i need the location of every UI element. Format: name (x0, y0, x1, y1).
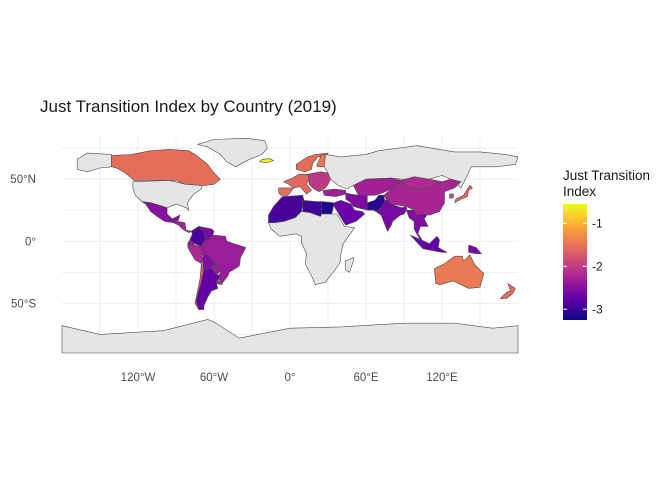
chart-title: Just Transition Index by Country (2019) (40, 97, 337, 116)
region-papua-new-guinea (468, 244, 482, 254)
color-legend: Just Transition Index -1 -2 -3 (563, 168, 650, 320)
region-paraguay (211, 264, 221, 276)
region-canada (111, 149, 221, 186)
region-russia (323, 145, 519, 190)
x-axis-ticks: 120°W 60°W 0° 60°E 120°E (121, 372, 458, 384)
legend-colorbar (563, 204, 587, 320)
x-tick-label: 60°E (353, 372, 378, 384)
region-peru (186, 244, 203, 265)
x-tick-label: 120°W (121, 372, 156, 384)
legend-ticks: -1 -2 -3 (563, 216, 603, 316)
region-antarctica (61, 319, 519, 354)
legend-tick-label: -2 (592, 259, 603, 273)
y-tick-label: 50°S (11, 298, 36, 310)
legend-tick-label: -3 (592, 302, 603, 316)
region-egypt (321, 201, 335, 215)
region-madagascar (345, 256, 354, 273)
region-central-asia (352, 177, 403, 196)
map-regions (61, 137, 519, 354)
x-tick-label: 120°E (426, 372, 458, 384)
y-axis-ticks: 50°N 0° 50°S (10, 174, 36, 310)
region-indonesia (410, 234, 448, 253)
region-arabian-peninsula (334, 199, 366, 226)
region-korea (449, 193, 454, 199)
region-eastern-europe (307, 171, 331, 192)
region-spain (278, 187, 295, 196)
region-japan (454, 184, 473, 204)
region-china (383, 178, 462, 216)
x-tick-label: 60°W (200, 372, 228, 384)
region-turkey (322, 188, 346, 197)
legend-title-line-2: Index (563, 184, 596, 199)
y-tick-label: 0° (25, 236, 36, 248)
region-sub-saharan-africa (268, 211, 356, 286)
region-united-states (132, 180, 202, 212)
y-tick-label: 50°N (10, 174, 36, 186)
region-greenland (196, 137, 268, 168)
region-brazil (201, 234, 247, 283)
region-argentina (195, 268, 221, 310)
legend-title-line-1: Just Transition (563, 168, 650, 183)
region-alaska (76, 152, 112, 173)
region-new-zealand (499, 282, 516, 299)
legend-tick-label: -1 (592, 216, 603, 230)
region-iceland (258, 158, 275, 163)
region-mexico (141, 201, 181, 224)
region-uruguay (216, 279, 224, 286)
region-australia (434, 254, 485, 289)
region-western-europe (282, 173, 312, 195)
x-tick-label: 0° (285, 372, 296, 384)
region-southeast-asia (406, 209, 429, 241)
